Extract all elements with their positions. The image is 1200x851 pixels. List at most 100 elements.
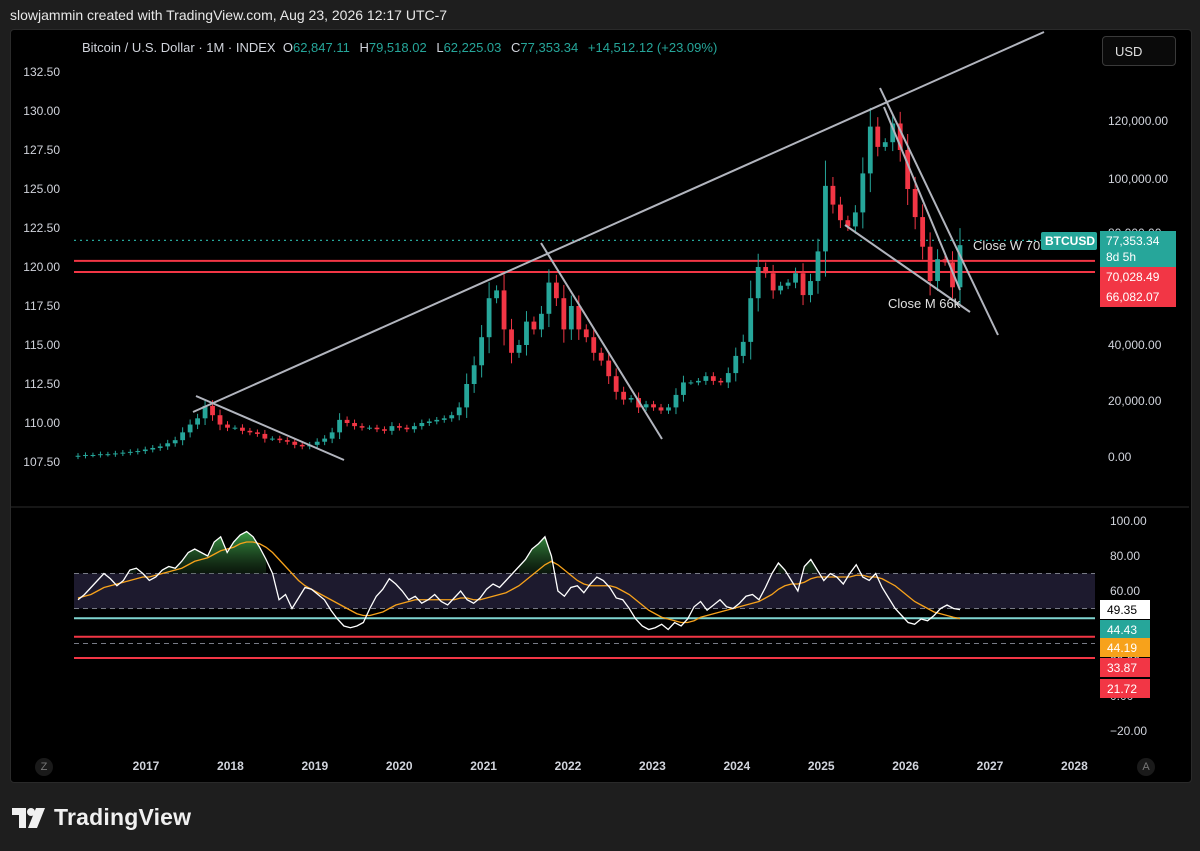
candle [882,142,888,147]
candle [740,341,746,356]
candle [681,382,686,395]
candle [135,451,141,453]
candle [628,398,634,400]
rsi-value-label: 44.43 [1107,623,1137,637]
candle [344,419,350,423]
candle [456,407,462,416]
candle [793,273,798,283]
candle [479,337,485,366]
rsi-value-label: 49.35 [1107,603,1137,617]
candle [374,427,380,430]
candle [83,454,88,456]
left-axis-tick: 115.00 [24,338,60,352]
candle [778,285,784,291]
candle [815,251,821,282]
candle [112,453,118,455]
candle [621,391,627,400]
candle [269,438,275,440]
candle [651,404,656,408]
left-axis-tick: 130.00 [23,104,60,118]
candle [673,394,679,408]
candle [703,376,709,381]
high-value: 79,518.02 [368,40,427,55]
candle [411,426,417,430]
candle [927,246,933,282]
tradingview-logo: TradingView [12,804,191,831]
candle [225,424,230,428]
right-axis-tick: 40,000.00 [1108,338,1162,352]
candle [920,217,926,247]
x-axis-tick: 2020 [386,759,413,773]
header-caption: slowjammin created with TradingView.com,… [10,7,448,23]
candle [464,384,470,408]
candle [875,126,881,147]
right-axis-tick: 0.00 [1108,450,1132,464]
high-label: H [359,40,369,55]
left-axis-tick: 132.50 [23,65,60,79]
candle [553,282,559,299]
level-label-bg [1100,287,1176,307]
left-axis-tick: 117.50 [24,299,60,313]
candle [897,123,903,150]
left-axis-tick: 107.50 [23,455,60,469]
candle [785,282,791,286]
candle [165,443,171,447]
candle [950,262,955,288]
rsi-value-label: 21.72 [1107,682,1137,696]
candle [314,441,320,445]
candle [195,418,200,425]
right-axis-tick: 20,000.00 [1108,394,1162,408]
candle [471,365,477,384]
candle [823,185,828,252]
candle [509,329,514,353]
trendline [192,31,1045,413]
candle [217,415,223,425]
candle [890,123,896,143]
candle [254,432,260,434]
trendline [844,224,971,313]
candle [539,313,544,330]
candle [598,352,604,361]
candle [277,438,283,441]
candle [202,405,208,419]
rsi-line [77,530,961,631]
candle [845,220,851,227]
x-axis-tick: 2027 [977,759,1004,773]
candle [935,259,940,282]
trendline [540,242,663,440]
trendline [883,106,961,291]
candle [658,407,664,411]
x-axis-tick: 2018 [217,759,244,773]
level-label-bg [1100,267,1176,287]
rsi-value-bg [1100,600,1150,619]
rsi-value-label: 44.19 [1107,641,1137,655]
candle [725,373,731,383]
currency-button[interactable]: USD [1102,36,1176,66]
candle [800,273,806,296]
candle [247,430,253,433]
candle [142,449,148,452]
candle [292,441,298,445]
level-label: 70,028.49 [1106,270,1160,284]
candle [187,424,193,433]
annotation-close-w: Close W 70 [973,238,1040,253]
right-axis-tick: 100,000.00 [1108,172,1168,186]
auto-scale-button[interactable]: A [1137,758,1155,776]
symbol-tag: BTCUSD [1045,234,1095,248]
open-value: 62,847.11 [292,40,350,55]
candle [75,455,81,457]
x-axis-tick: 2021 [470,759,497,773]
countdown-label: 8d 5h [1106,250,1136,264]
zoom-z-button[interactable]: Z [35,758,53,776]
candle [284,440,290,442]
candle [180,432,186,441]
rsi-overbought-fill [129,531,857,574]
symbol-tag-bg [1041,232,1097,250]
tradingview-logo-icon [12,807,45,828]
x-axis-tick: 2025 [808,759,835,773]
candle [695,380,701,383]
tradingview-wordmark: TradingView [54,804,192,830]
candle [120,452,126,454]
candle [957,245,963,288]
